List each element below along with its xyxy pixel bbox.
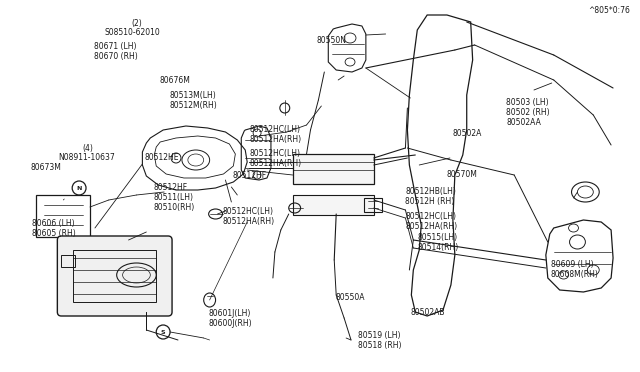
FancyBboxPatch shape xyxy=(58,236,172,316)
Bar xyxy=(36,195,90,237)
Text: 80512HB(LH): 80512HB(LH) xyxy=(405,187,456,196)
Text: (2): (2) xyxy=(132,19,142,28)
Text: 80512H (RH): 80512H (RH) xyxy=(405,198,454,206)
Text: ^805*0:76: ^805*0:76 xyxy=(589,6,630,15)
Text: 80608M(RH): 80608M(RH) xyxy=(550,270,598,279)
Text: 80550N: 80550N xyxy=(316,36,346,45)
Text: 80606 (LH): 80606 (LH) xyxy=(31,219,74,228)
Text: 80673M: 80673M xyxy=(30,163,61,172)
Text: (4): (4) xyxy=(83,144,93,153)
Text: 80670 (RH): 80670 (RH) xyxy=(93,52,138,61)
Text: 80671 (LH): 80671 (LH) xyxy=(93,42,136,51)
Text: S: S xyxy=(161,330,166,334)
Text: 80512HA(RH): 80512HA(RH) xyxy=(250,159,302,168)
Text: 80512HC(LH): 80512HC(LH) xyxy=(223,207,274,216)
Text: 80570M: 80570M xyxy=(446,170,477,179)
Text: 80502AB: 80502AB xyxy=(410,308,445,317)
Bar xyxy=(61,255,75,267)
Text: 80503 (LH): 80503 (LH) xyxy=(506,98,549,107)
Text: 80550A: 80550A xyxy=(335,293,365,302)
Text: 80512HE: 80512HE xyxy=(144,153,179,162)
Text: 80511(LH): 80511(LH) xyxy=(153,193,193,202)
Bar xyxy=(364,198,381,212)
Text: 80514(RH): 80514(RH) xyxy=(418,243,459,252)
Text: 80512HC(LH): 80512HC(LH) xyxy=(250,125,301,134)
Text: 80510(RH): 80510(RH) xyxy=(153,203,195,212)
Text: 80512HC(LH): 80512HC(LH) xyxy=(405,212,456,221)
Text: 80512HF: 80512HF xyxy=(153,183,188,192)
Text: 80605 (RH): 80605 (RH) xyxy=(31,229,76,238)
Text: 80512HA(RH): 80512HA(RH) xyxy=(250,135,302,144)
Bar xyxy=(292,154,374,184)
Text: 80609 (LH): 80609 (LH) xyxy=(550,260,593,269)
Text: 80502AA: 80502AA xyxy=(506,118,541,127)
Bar xyxy=(73,250,156,302)
Text: 80515(LH): 80515(LH) xyxy=(418,233,458,242)
Text: 80512HA(RH): 80512HA(RH) xyxy=(223,217,275,226)
Text: 80600J(RH): 80600J(RH) xyxy=(209,319,252,328)
Text: N08911-10637: N08911-10637 xyxy=(58,153,115,162)
Text: 80601J(LH): 80601J(LH) xyxy=(209,309,252,318)
Text: 80513M(LH): 80513M(LH) xyxy=(170,91,216,100)
Text: 80676M: 80676M xyxy=(159,76,190,85)
Text: 80512HC(LH): 80512HC(LH) xyxy=(250,149,301,158)
Text: S08510-62010: S08510-62010 xyxy=(104,28,160,37)
Text: 80512M(RH): 80512M(RH) xyxy=(170,101,218,110)
Text: 80512HA(RH): 80512HA(RH) xyxy=(405,222,457,231)
Text: 80502A: 80502A xyxy=(452,129,482,138)
Text: 80518 (RH): 80518 (RH) xyxy=(358,341,401,350)
Bar xyxy=(292,195,374,215)
Text: 80519 (LH): 80519 (LH) xyxy=(358,331,400,340)
Text: N: N xyxy=(76,186,82,190)
Text: 80502 (RH): 80502 (RH) xyxy=(506,108,550,117)
Text: 80512HF: 80512HF xyxy=(233,171,267,180)
